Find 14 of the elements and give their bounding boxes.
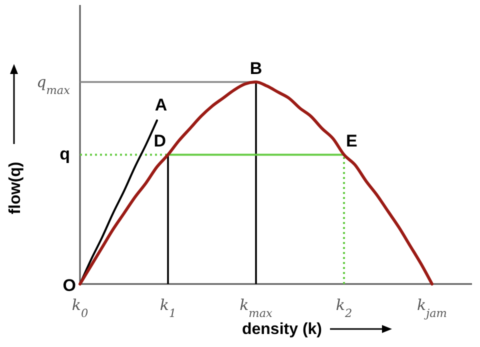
ref-line-label: q$_{max}$ xyxy=(36,73,71,96)
y-axis-title: flow(q) xyxy=(7,162,24,214)
annotation: E xyxy=(346,132,358,151)
annotation: D xyxy=(154,132,166,151)
annotation: B xyxy=(250,59,262,78)
ref-line-label: q xyxy=(60,144,70,164)
annotation: O xyxy=(62,276,76,295)
x-tick-label: k$_{2}$ xyxy=(336,296,352,320)
x-axis-title: density (k) xyxy=(242,321,322,338)
x-tick-label: k$_{jam}$ xyxy=(417,296,447,320)
x-tick-label: k$_{1}$ xyxy=(160,296,176,320)
series-label: A xyxy=(154,95,168,114)
x-tick-label: k$_{max}$ xyxy=(240,296,274,320)
x-tick-label: k$_{0}$ xyxy=(72,296,88,320)
